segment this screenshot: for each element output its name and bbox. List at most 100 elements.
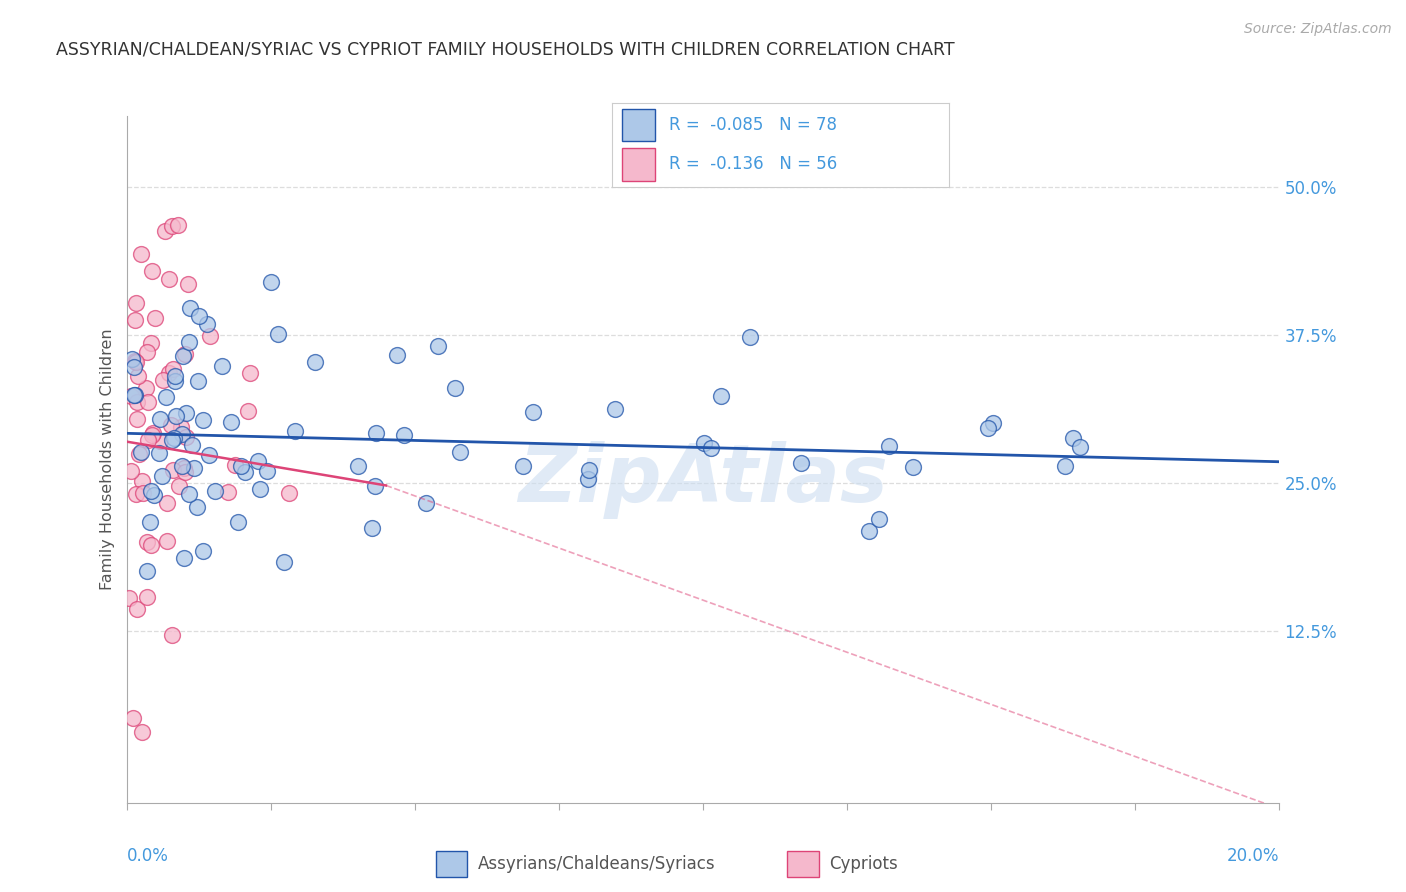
Point <box>124 388 146 402</box>
Text: Source: ZipAtlas.com: Source: ZipAtlas.com <box>1244 22 1392 37</box>
Point <box>364 479 387 493</box>
Point <box>578 472 600 486</box>
Point <box>217 484 239 499</box>
Point <box>449 445 471 459</box>
Point <box>143 310 166 325</box>
Point <box>120 464 142 478</box>
Point <box>603 401 626 416</box>
Point <box>125 412 148 426</box>
Point <box>868 511 890 525</box>
Point <box>162 362 184 376</box>
Text: 20.0%: 20.0% <box>1227 847 1279 865</box>
Point <box>247 454 270 468</box>
Point <box>193 413 215 427</box>
Point <box>131 474 153 488</box>
Point <box>136 395 159 409</box>
Point <box>278 485 301 500</box>
Point <box>155 390 177 404</box>
Point <box>578 462 600 476</box>
Point <box>195 318 218 332</box>
Point <box>172 459 194 474</box>
Point <box>186 500 208 514</box>
Point <box>522 405 544 419</box>
Point <box>125 354 148 368</box>
Text: R =  -0.136   N = 56: R = -0.136 N = 56 <box>669 155 837 173</box>
Point <box>127 369 149 384</box>
Point <box>239 367 262 381</box>
Point <box>256 464 278 478</box>
Point <box>193 544 215 558</box>
Point <box>136 564 159 578</box>
Point <box>135 381 157 395</box>
Point <box>238 404 260 418</box>
Point <box>198 448 221 462</box>
Point <box>125 487 148 501</box>
Point <box>149 411 172 425</box>
Point <box>267 327 290 342</box>
Text: Cypriots: Cypriots <box>830 855 898 873</box>
Point <box>160 433 183 447</box>
Point <box>173 460 195 475</box>
Point <box>173 347 195 361</box>
Point <box>125 602 148 616</box>
Point <box>167 478 190 492</box>
Point <box>512 458 534 473</box>
Point <box>148 446 170 460</box>
Bar <box>436 851 467 878</box>
Point <box>224 458 246 472</box>
Point <box>231 458 253 473</box>
Point <box>124 353 146 368</box>
Point <box>183 461 205 475</box>
Point <box>700 441 723 455</box>
Point <box>163 368 186 383</box>
Point <box>177 335 200 350</box>
Point <box>204 483 226 498</box>
Point <box>198 329 221 343</box>
Point <box>142 426 165 441</box>
Point <box>139 515 162 529</box>
Point <box>157 366 180 380</box>
Point <box>284 424 307 438</box>
Point <box>444 381 467 395</box>
Point <box>141 538 163 552</box>
Point <box>131 445 153 459</box>
Point <box>125 296 148 310</box>
Point <box>426 339 449 353</box>
Point <box>179 487 201 501</box>
Point <box>249 483 271 497</box>
Point <box>141 483 163 498</box>
Point <box>138 434 160 448</box>
Bar <box>787 851 820 878</box>
Point <box>187 374 209 388</box>
Point <box>125 395 148 409</box>
Point <box>211 359 233 373</box>
Point <box>176 406 198 420</box>
Point <box>163 374 186 388</box>
Bar <box>621 109 655 141</box>
Point <box>1069 440 1091 454</box>
Point <box>136 344 159 359</box>
Point <box>157 272 180 286</box>
Point <box>738 329 761 343</box>
Text: ZipAtlas: ZipAtlas <box>517 441 889 519</box>
Point <box>135 591 157 605</box>
Point <box>179 301 201 315</box>
Point <box>170 427 193 442</box>
Point <box>858 524 880 538</box>
Point <box>173 465 195 479</box>
Point <box>273 555 295 569</box>
Point <box>877 438 900 452</box>
Point <box>149 434 172 448</box>
Point <box>141 335 163 350</box>
Point <box>693 436 716 450</box>
Point <box>385 348 408 362</box>
Point <box>124 388 146 402</box>
Point <box>1054 458 1077 473</box>
Point <box>233 465 256 479</box>
Point <box>131 486 153 500</box>
Point <box>141 428 163 442</box>
Point <box>131 724 153 739</box>
Point <box>259 275 281 289</box>
Point <box>187 310 209 324</box>
Point <box>710 389 733 403</box>
